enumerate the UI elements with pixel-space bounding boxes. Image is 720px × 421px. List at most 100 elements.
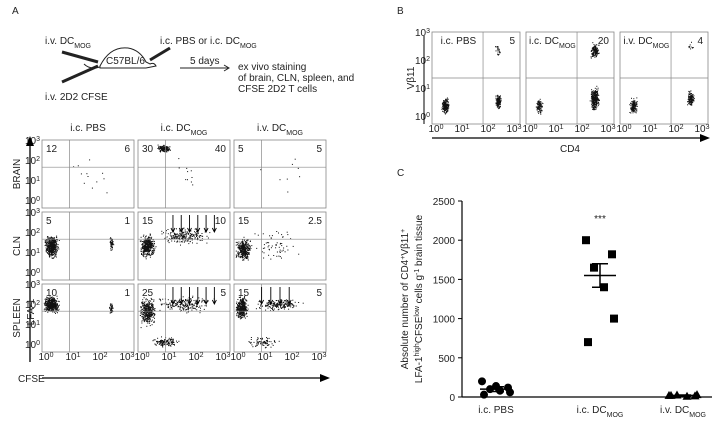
event-dot bbox=[51, 248, 53, 250]
event-dot bbox=[180, 309, 182, 311]
event-dot bbox=[201, 300, 203, 302]
event-dot bbox=[172, 237, 174, 239]
tick-base: 10 bbox=[25, 208, 37, 219]
event-dot bbox=[592, 107, 594, 109]
event-dot bbox=[50, 307, 52, 309]
event-dot bbox=[142, 251, 144, 253]
event-dot bbox=[143, 246, 145, 248]
event-dot bbox=[51, 242, 53, 244]
event-dot bbox=[146, 241, 148, 243]
panel-label: A bbox=[12, 6, 19, 17]
event-dot bbox=[146, 249, 148, 251]
event-dot bbox=[184, 302, 186, 304]
event-dot bbox=[173, 236, 175, 238]
event-dot bbox=[242, 240, 244, 242]
event-dot bbox=[272, 305, 274, 307]
event-dot bbox=[144, 237, 146, 239]
event-dot bbox=[51, 297, 52, 299]
event-dot bbox=[161, 146, 163, 148]
event-dot bbox=[162, 344, 164, 346]
event-dot bbox=[447, 108, 449, 110]
event-dot bbox=[203, 299, 204, 301]
event-dot bbox=[271, 303, 272, 305]
event-dot bbox=[263, 340, 265, 342]
event-dot bbox=[150, 249, 152, 251]
event-dot bbox=[53, 237, 55, 239]
event-dot bbox=[47, 308, 49, 310]
event-dot bbox=[167, 299, 169, 301]
event-dot bbox=[634, 106, 636, 108]
axis-label: CFSE bbox=[18, 374, 45, 385]
event-dot bbox=[147, 317, 148, 319]
event-dot bbox=[495, 46, 496, 48]
event-dot bbox=[49, 243, 51, 245]
event-dot bbox=[594, 48, 596, 50]
event-dot bbox=[160, 340, 161, 342]
event-dot bbox=[53, 242, 55, 244]
event-dot bbox=[243, 250, 245, 252]
event-dot bbox=[53, 237, 55, 238]
event-dot bbox=[170, 232, 172, 234]
event-dot bbox=[593, 46, 595, 48]
event-dot bbox=[498, 106, 500, 108]
quadrant-value: 2.5 bbox=[308, 216, 322, 227]
event-dot bbox=[166, 151, 168, 153]
event-dot bbox=[597, 49, 599, 51]
event-dot bbox=[281, 245, 283, 247]
event-dot bbox=[278, 246, 280, 248]
event-dot bbox=[244, 307, 246, 309]
event-dot bbox=[240, 313, 242, 315]
event-dot bbox=[146, 320, 148, 322]
event-dot bbox=[152, 313, 153, 315]
event-dot bbox=[146, 249, 148, 251]
syringe bbox=[149, 46, 171, 62]
event-dot bbox=[540, 109, 542, 111]
event-dot bbox=[497, 96, 499, 98]
division-arrow bbox=[203, 215, 209, 234]
event-dot bbox=[148, 305, 150, 307]
event-dot bbox=[146, 307, 148, 309]
event-dot bbox=[592, 52, 594, 54]
event-dot bbox=[185, 234, 187, 236]
event-dot bbox=[145, 305, 147, 307]
event-dot bbox=[593, 103, 595, 105]
event-dot bbox=[591, 93, 593, 95]
event-dot bbox=[499, 97, 501, 99]
event-dot bbox=[191, 177, 193, 178]
event-dot bbox=[49, 249, 51, 251]
event-dot bbox=[110, 307, 112, 309]
event-dot bbox=[690, 98, 692, 100]
event-dot bbox=[162, 341, 164, 343]
event-dot bbox=[691, 94, 693, 96]
event-dot bbox=[145, 303, 147, 305]
event-dot bbox=[280, 299, 282, 301]
event-dot bbox=[45, 245, 47, 246]
event-dot bbox=[54, 253, 56, 255]
event-dot bbox=[206, 242, 208, 244]
event-dot bbox=[111, 244, 113, 246]
event-dot bbox=[256, 341, 258, 343]
event-dot bbox=[281, 301, 283, 303]
event-dot bbox=[447, 107, 449, 108]
division-arrow bbox=[178, 287, 184, 306]
event-dot bbox=[55, 254, 57, 256]
event-dot bbox=[595, 100, 597, 102]
event-dot bbox=[180, 234, 182, 236]
event-dot bbox=[244, 308, 246, 310]
event-dot bbox=[269, 306, 271, 308]
quadrant-value: 5 bbox=[220, 288, 226, 299]
tick-exponent: 1 bbox=[36, 320, 40, 327]
event-dot bbox=[633, 100, 635, 102]
event-dot bbox=[538, 100, 540, 102]
event-dot bbox=[159, 342, 161, 344]
event-dot bbox=[286, 302, 288, 304]
event-dot bbox=[152, 250, 154, 252]
event-dot bbox=[163, 343, 165, 345]
event-dot bbox=[57, 247, 59, 249]
event-dot bbox=[539, 110, 541, 112]
event-dot bbox=[174, 301, 175, 303]
event-dot bbox=[50, 242, 52, 244]
tick-base: 10 bbox=[25, 268, 37, 279]
event-dot bbox=[688, 99, 690, 101]
event-dot bbox=[237, 304, 239, 306]
